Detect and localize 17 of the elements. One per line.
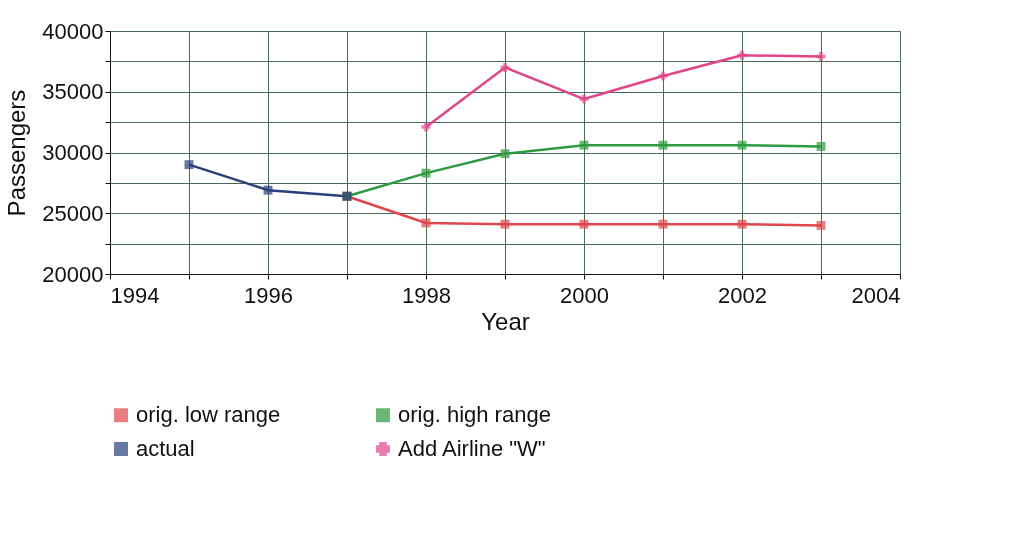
x-tick-label: 2000	[560, 282, 609, 308]
x-tick-label: 2002	[718, 282, 767, 308]
y-tick-label: 35000	[42, 79, 104, 105]
y-tick-label: 20000	[42, 261, 104, 287]
legend-label: actual	[136, 436, 195, 461]
legend-label: orig. low range	[136, 402, 281, 428]
x-tick-label: 1996	[244, 282, 293, 308]
y-tick-label: 30000	[42, 140, 104, 165]
x-axis-title: Year	[481, 307, 530, 335]
y-tick-label: 25000	[42, 200, 104, 226]
y-tick-label: 40000	[42, 18, 104, 44]
x-tick-label: 2004	[851, 282, 901, 308]
y-axis-title: Passengers	[3, 89, 31, 217]
legend-label: Add Airline "W"	[398, 436, 546, 461]
legend-label: orig. high range	[398, 402, 551, 428]
x-tick-label: 1998	[402, 282, 451, 308]
x-tick-label: 1994	[110, 282, 160, 308]
